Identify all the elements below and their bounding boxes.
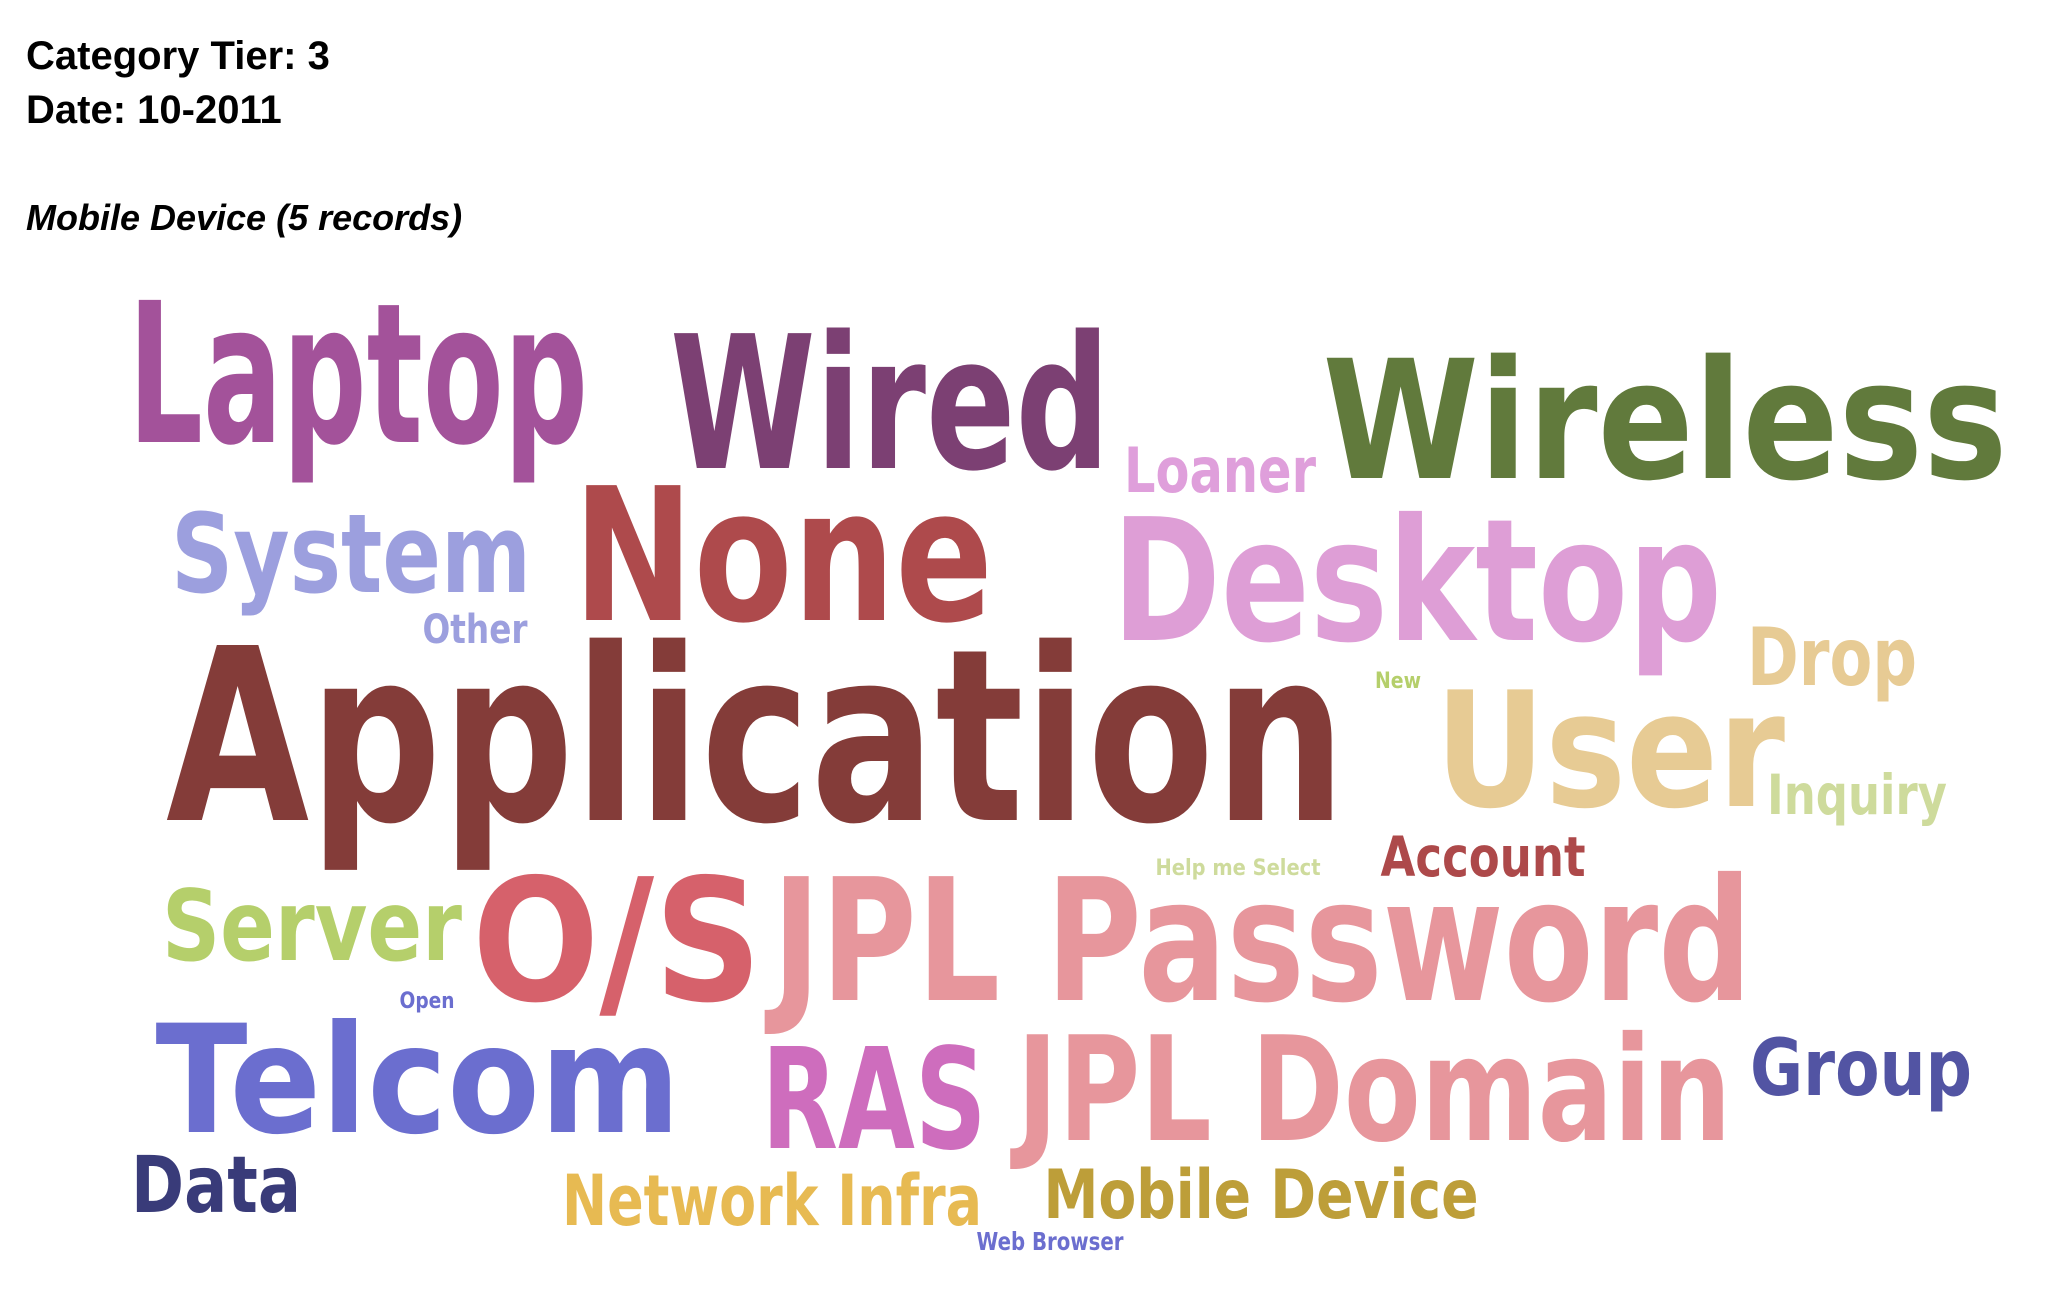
cloud-word-wired: Wired [670,296,1110,512]
cloud-word-laptop: Laptop [128,261,588,488]
cloud-word-new: New [1375,669,1421,694]
cloud-word-user: User [1435,657,1785,844]
cloud-word-inquiry: Inquiry [1767,763,1947,827]
cloud-word-telcom: Telcom [156,994,681,1168]
cloud-word-none: None [573,448,993,664]
cloud-word-account: Account [1381,825,1586,889]
cloud-word-desktop: Desktop [1112,483,1722,681]
cloud-word-loaner: Loaner [1124,434,1316,507]
cloud-word-jpl-domain: JPL Domain [1010,1006,1732,1175]
cloud-word-server: Server [162,870,463,984]
cloud-word-data: Data [131,1141,301,1231]
cloud-word-help-me-select: Help me Select [1156,856,1321,881]
category-tier-label: Category Tier: 3 [26,34,330,78]
cloud-word-jpl-password: JPL Password [764,843,1752,1041]
cloud-word-web-browser: Web Browser [977,1227,1125,1256]
cloud-word-other: Other [423,607,528,653]
cloud-word-group: Group [1750,1024,1972,1114]
cloud-word-mobile-device: Mobile Device [1044,1156,1479,1235]
selected-category-subtitle: Mobile Device (5 records) [26,197,463,238]
cloud-word-drop: Drop [1747,611,1917,704]
cloud-word-open: Open [400,989,455,1014]
cloud-word-application: Application [166,597,1346,877]
cloud-word-system: System [171,490,531,618]
date-label: Date: 10-2011 [26,88,282,132]
cloud-word-network-infra: Network Infra [562,1160,982,1242]
cloud-word-o-s: O/S [472,843,762,1041]
cloud-word-ras: RAS [762,1019,987,1182]
cloud-word-wireless: Wireless [1323,325,2008,517]
